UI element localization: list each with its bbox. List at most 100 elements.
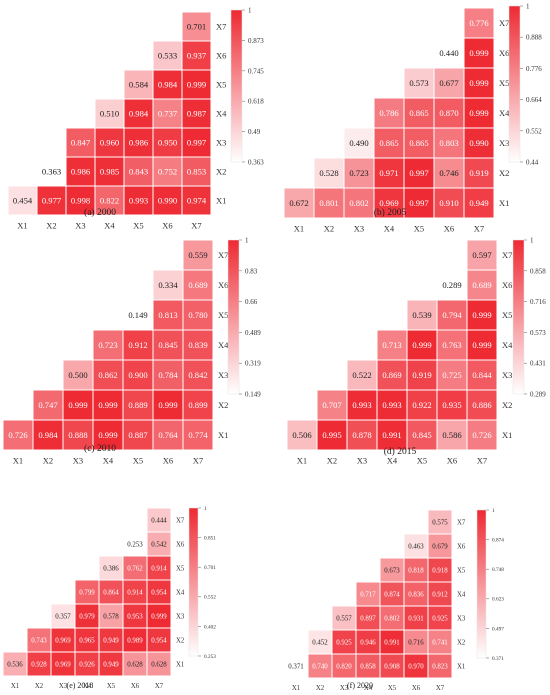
x-tick-label: X6 [131, 683, 140, 690]
x-tick-label: X4 [103, 456, 114, 466]
cell-value-label: 0.723 [98, 340, 117, 350]
heatmap-cell [74, 579, 100, 605]
heatmap-cell [152, 127, 183, 158]
y-tick-label: X2 [499, 168, 509, 178]
y-tick-label: X4 [216, 108, 227, 118]
heatmap-cell [98, 603, 124, 629]
x-tick-label: X5 [417, 456, 427, 466]
heatmap-cell [74, 627, 100, 653]
cell-value-label: 0.822 [100, 196, 119, 206]
cell-value-label: 0.999 [187, 80, 206, 90]
x-tick-label: X3 [59, 683, 68, 690]
x-tick-label: X3 [75, 221, 85, 231]
colorbar-tick-label: 0.552 [204, 595, 216, 601]
x-tick-label: X3 [340, 685, 349, 692]
heatmap-cell [283, 653, 309, 679]
x-tick-label: X1 [294, 224, 304, 234]
heatmap-cell [98, 651, 124, 677]
cell-value-label: 0.725 [442, 370, 461, 380]
cell-value-label: 0.713 [382, 340, 401, 350]
x-tick-label: X4 [384, 224, 395, 234]
cell-value-label: 0.889 [128, 400, 147, 410]
cell-value-label: 0.931 [408, 615, 424, 622]
cell-value-label: 0.597 [472, 250, 492, 260]
cell-value-label: 0.575 [432, 519, 448, 526]
y-tick-label: X3 [502, 370, 512, 380]
cell-value-label: 0.997 [409, 168, 429, 178]
heatmap-cell [379, 557, 405, 583]
heatmap-cell [331, 653, 357, 679]
colorbar-tick-label: 0.664 [526, 96, 542, 104]
y-tick-label: X5 [502, 310, 512, 320]
colorbar-tick-label: 0.66 [245, 298, 258, 306]
heatmap-cell [123, 127, 154, 158]
cell-value-label: 0.999 [98, 430, 117, 440]
y-tick-label: X6 [218, 280, 228, 290]
cell-value-label: 0.986 [129, 138, 149, 148]
colorbar-tick-label: 0.149 [245, 390, 261, 398]
panel-caption: (f) 2020 [347, 681, 373, 690]
colorbar [188, 507, 199, 657]
cell-value-label: 0.979 [79, 613, 95, 620]
heatmap-cell [181, 127, 212, 158]
y-tick-label: X7 [457, 519, 466, 526]
heatmap-cell [376, 359, 408, 391]
cell-value-label: 0.490 [349, 138, 368, 148]
cell-value-label: 0.999 [151, 613, 167, 620]
x-tick-label: X5 [133, 221, 143, 231]
cell-value-label: 0.701 [187, 22, 206, 32]
cell-value-label: 0.500 [68, 370, 87, 380]
cell-value-label: 0.999 [472, 310, 491, 320]
cell-value-label: 0.970 [408, 663, 424, 670]
cell-value-label: 0.707 [322, 400, 342, 410]
y-tick-label: X3 [176, 613, 185, 620]
cell-value-label: 0.444 [151, 517, 167, 524]
cell-value-label: 0.780 [188, 310, 207, 320]
heatmap-cell [307, 629, 333, 655]
cell-value-label: 0.672 [289, 198, 308, 208]
heatmap-cell [283, 187, 315, 219]
heatmap-cell [433, 37, 465, 69]
heatmap-cell [94, 98, 125, 129]
cell-value-label: 0.440 [439, 48, 458, 58]
cell-value-label: 0.969 [379, 198, 398, 208]
cell-value-label: 0.743 [31, 637, 47, 644]
cell-value-label: 0.573 [409, 78, 428, 88]
cell-value-label: 0.960 [100, 138, 119, 148]
colorbar [227, 239, 240, 395]
y-tick-label: X4 [218, 340, 229, 350]
cell-value-label: 0.858 [360, 663, 376, 670]
heatmap-cell [316, 419, 348, 451]
heatmap-cell [403, 557, 429, 583]
cell-value-label: 0.999 [469, 78, 488, 88]
cell-value-label: 0.991 [384, 639, 400, 646]
cell-value-label: 0.628 [151, 661, 167, 668]
colorbar-tick-label: 0.858 [530, 267, 546, 275]
x-tick-label: X1 [13, 456, 23, 466]
heatmap-cell [436, 299, 468, 331]
heatmap-cell [123, 185, 154, 216]
heatmap-cell [427, 533, 453, 559]
colorbar-tick-label: 0.618 [248, 98, 264, 106]
colorbar-tick-label: 0.319 [245, 360, 261, 368]
x-tick-label: X2 [324, 224, 334, 234]
heatmap-cell [406, 329, 438, 361]
x-tick-label: X3 [73, 456, 83, 466]
cell-value-label: 0.899 [188, 400, 207, 410]
cell-value-label: 0.803 [439, 138, 458, 148]
heatmap-cell [463, 37, 495, 69]
cell-value-label: 0.914 [151, 565, 167, 572]
cell-value-label: 0.926 [79, 661, 95, 668]
cell-value-label: 0.878 [352, 430, 371, 440]
x-tick-label: X3 [354, 224, 364, 234]
cell-value-label: 0.953 [127, 613, 143, 620]
colorbar-tick-label: 0.44 [526, 158, 539, 166]
y-tick-label: X2 [176, 637, 185, 644]
y-tick-label: X6 [502, 280, 512, 290]
x-tick-label: X2 [46, 221, 56, 231]
cell-value-label: 0.764 [158, 430, 178, 440]
heatmap-cell [466, 329, 498, 361]
heatmap-cell [2, 651, 28, 677]
heatmap-cell [433, 67, 465, 99]
colorbar-tick-label: 0.489 [245, 329, 261, 337]
